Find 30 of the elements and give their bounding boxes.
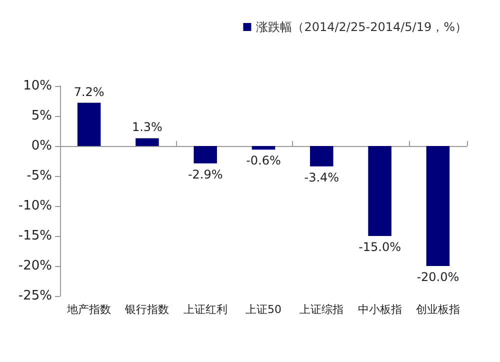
x-tick-label: 上证红利 [183,303,228,316]
x-tick-label: 上证50 [246,303,282,316]
legend-label: 涨跌幅（2014/2/25-2014/5/19，%） [256,20,468,34]
y-tick-label: 0% [31,138,52,154]
data-label: 1.3% [132,120,162,134]
bar [136,138,159,146]
bar [194,146,217,164]
data-label: -2.9% [188,167,223,182]
y-tick-label: -10% [18,198,52,214]
bar [77,102,101,146]
y-tick-label: -5% [26,168,52,184]
y-tick-label: 5% [31,108,52,124]
data-label: -3.4% [304,170,340,184]
bar [252,146,276,150]
bar [310,146,334,166]
x-tick-label: 上证综指 [300,303,344,316]
bar [426,146,450,266]
bar [368,146,392,236]
y-tick-label: -20% [18,258,52,274]
data-label: -0.6% [246,154,281,168]
x-tick-label: 中小板指 [358,303,402,316]
x-tick-label: 创业板指 [416,303,460,316]
data-label: 7.2% [74,84,104,99]
y-tick-label: -15% [18,228,52,244]
data-label: -15.0% [358,240,402,254]
y-tick-label: -25% [18,288,52,304]
y-tick-label: 10% [23,78,52,94]
x-tick-label: 地产指数 [66,303,112,316]
x-tick-label: 银行指数 [124,303,170,316]
data-label: -20.0% [416,270,460,284]
